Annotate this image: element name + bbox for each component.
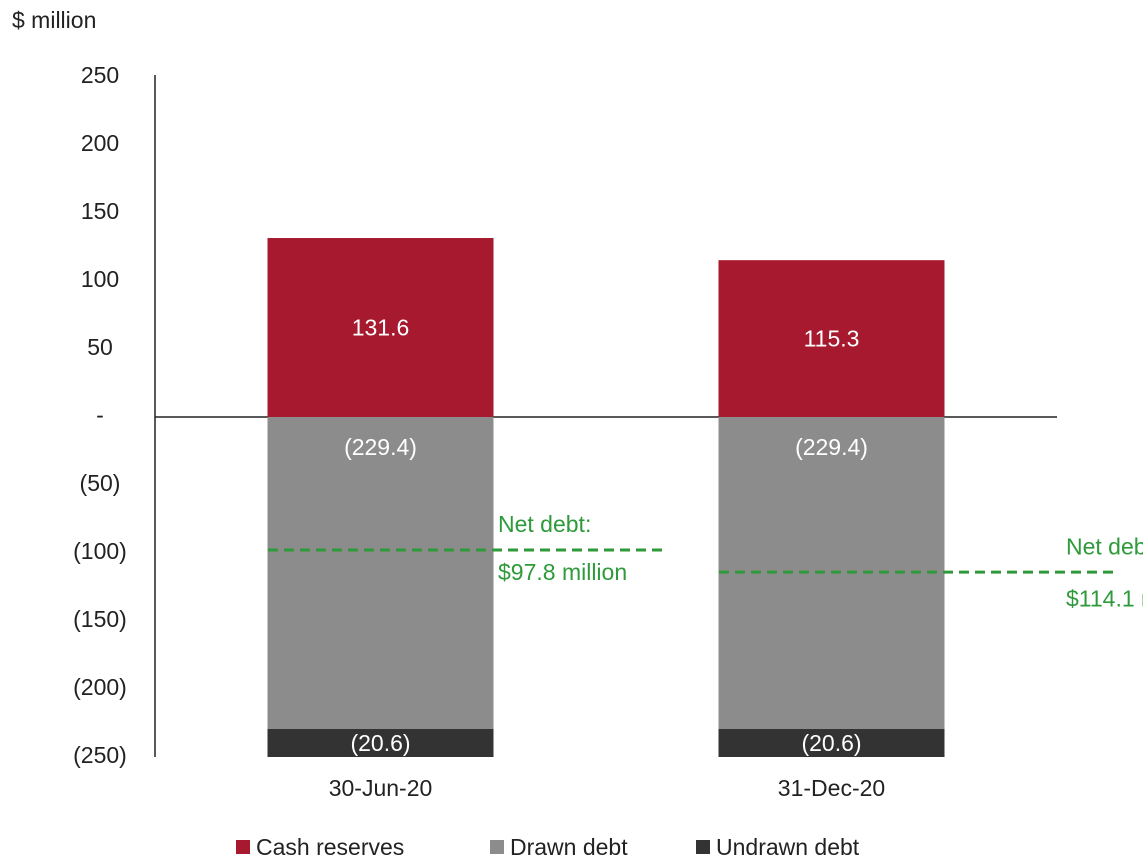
y-tick-label: (150) xyxy=(73,606,127,632)
y-tick-label: (100) xyxy=(73,538,127,564)
legend-swatch xyxy=(490,840,504,854)
bar-segment xyxy=(267,238,494,417)
y-tick-label: 50 xyxy=(87,334,113,360)
data-label: (229.4) xyxy=(795,434,868,460)
data-label: (229.4) xyxy=(344,434,417,460)
x-tick-label: 30-Jun-20 xyxy=(329,775,433,801)
y-tick-label: (50) xyxy=(80,470,121,496)
y-tick-label: 100 xyxy=(81,266,119,292)
data-label: (20.6) xyxy=(350,730,410,756)
data-label: 131.6 xyxy=(352,315,410,341)
bar-segment xyxy=(718,728,945,757)
y-tick-label: - xyxy=(96,402,104,428)
annotation: $114.1 million xyxy=(1066,585,1143,611)
annotation: $97.8 million xyxy=(498,559,627,585)
legend-label: Cash reserves xyxy=(256,834,404,860)
y-tick-label: (200) xyxy=(73,674,127,700)
y-axis-label: $ million xyxy=(12,7,96,33)
data-label: (20.6) xyxy=(801,730,861,756)
annotation: Net debt: xyxy=(498,511,591,537)
y-tick-label: (250) xyxy=(73,742,127,768)
annotation: Net debt: xyxy=(1066,533,1143,559)
x-tick-label: 31-Dec-20 xyxy=(778,775,885,801)
y-tick-label: 200 xyxy=(81,130,119,156)
y-tick-label: 250 xyxy=(81,62,119,88)
bar-segment xyxy=(267,417,494,729)
bar-segment xyxy=(267,728,494,757)
legend-swatch xyxy=(696,840,710,854)
bar-segment xyxy=(718,260,945,417)
legend-label: Drawn debt xyxy=(510,834,628,860)
data-label: 115.3 xyxy=(804,326,860,352)
legend-label: Undrawn debt xyxy=(716,834,860,860)
y-tick-label: 150 xyxy=(81,198,119,224)
legend-swatch xyxy=(236,840,250,854)
